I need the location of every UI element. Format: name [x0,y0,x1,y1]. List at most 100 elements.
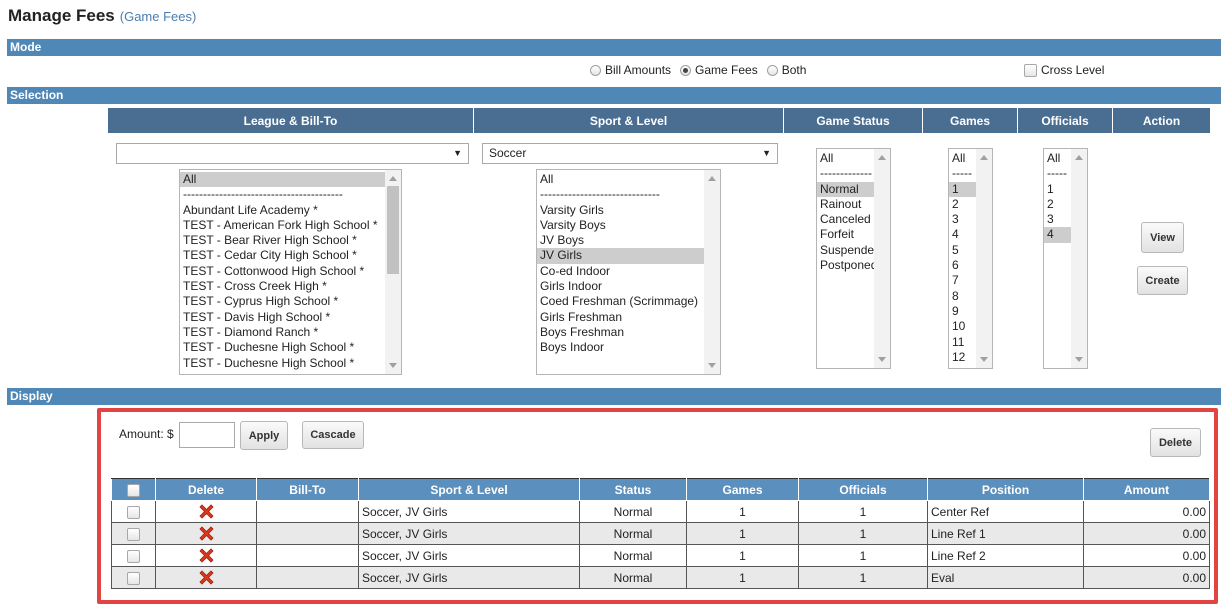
row-checkbox[interactable] [127,571,140,585]
cascade-button[interactable]: Cascade [302,421,364,449]
table-cell: 1 [686,544,799,567]
list-option[interactable]: ----- [952,166,972,181]
delete-button[interactable]: Delete [1150,428,1201,457]
list-option[interactable]: All [820,151,834,165]
league-listbox[interactable]: All -------------------------------------… [179,169,402,375]
radio-button[interactable] [766,64,778,76]
list-option[interactable]: JV Boys [540,233,585,248]
officials-listbox[interactable]: All ----- 1 2 3 4 [1043,148,1088,369]
dropdown-arrow: ▼ [762,148,771,158]
mode-option[interactable]: Bill Amounts [590,63,671,77]
list-option[interactable]: TEST - Cottonwood High School * [183,263,365,278]
list-option[interactable]: TEST - Cyprus High School * [183,294,339,309]
list-option[interactable]: 3 [952,212,959,227]
table-cell: Soccer, JV Girls [358,544,580,567]
list-option[interactable]: JV Girls [537,248,720,264]
list-option[interactable]: TEST - Diamond Ranch * [183,324,319,339]
table-row: Soccer, JV Girls Normal 1 1 Line Ref 1 0.00 [111,522,1210,545]
list-option[interactable]: Varsity Boys [540,217,606,232]
list-option[interactable]: TEST - Duchesne High School * [183,355,355,370]
checkbox[interactable] [1024,63,1037,77]
list-option[interactable]: 7 [952,273,959,288]
mode-option[interactable]: Game Fees [680,63,758,77]
radio-button[interactable] [590,64,601,76]
list-option[interactable]: 10 [952,319,966,334]
column-header: Action [1113,108,1210,133]
row-checkbox[interactable] [127,505,140,519]
list-option[interactable]: Suspended [820,242,881,257]
list-option[interactable]: Abundant Life Academy * [183,202,318,217]
list-option[interactable]: 8 [952,288,959,303]
list-option[interactable]: Boys Indoor [540,340,605,355]
list-option[interactable]: TEST - American Fork High School * [183,217,378,232]
select-all-checkbox[interactable] [127,483,140,497]
list-option[interactable]: 6 [952,258,959,273]
row-checkbox[interactable] [127,549,140,563]
list-option[interactable]: Varsity Girls [540,202,604,217]
row-checkbox[interactable] [127,527,140,541]
table-cell: 1 [686,500,799,523]
list-option[interactable]: 12 [952,349,966,364]
header-cell: Position [927,478,1084,501]
list-option[interactable]: Canceled [820,212,871,227]
table-row: Soccer, JV Girls Normal 1 1 Line Ref 2 0.00 [111,544,1210,567]
scroll-down [1075,357,1083,362]
delete-icon[interactable] [198,570,214,585]
list-option[interactable]: TEST - Bear River High School * [183,233,357,248]
list-option[interactable]: 5 [952,242,959,257]
bill-to-cell [256,566,359,589]
list-option[interactable]: Normal [817,181,890,197]
list-option[interactable]: TEST - Davis High School * [183,309,331,324]
list-option[interactable]: All [180,172,401,188]
list-option[interactable]: Coed Freshman (Scrimmage) [540,294,699,309]
table-cell: 0.00 [1083,500,1210,523]
list-option[interactable]: ------------------------------ [540,187,660,202]
radio-button[interactable] [680,64,692,76]
list-option[interactable]: All [1047,151,1061,165]
sport-dropdown[interactable]: Soccer ▼ [482,143,778,164]
column-header: Sport & Level [474,108,783,133]
delete-icon[interactable] [198,526,214,541]
list-option[interactable]: 3 [1047,212,1054,227]
list-option[interactable]: 2 [952,196,959,211]
league-dropdown[interactable]: ▼ [116,143,469,164]
cross-level[interactable]: Cross Level [1024,63,1104,77]
games-listbox[interactable]: All ----- 1 2 3 4 5 6 7 8 9 10 11 12 [948,148,993,369]
list-option[interactable]: Rainout [820,196,862,211]
list-option[interactable]: TEST - Cross Creek High * [183,279,327,294]
list-option[interactable]: TEST - Duchesne High School * [183,340,355,355]
create-button[interactable]: Create [1137,266,1188,295]
sport-listbox[interactable]: All ------------------------------ Varsity… [536,169,721,375]
list-option[interactable]: ----- [1047,166,1067,181]
list-option[interactable]: 4 [952,227,959,242]
status-listbox[interactable]: All ------------- Normal Rainout Canceled For… [816,148,891,369]
list-option[interactable]: All [540,172,554,186]
table-cell: 1 [686,522,799,545]
list-option[interactable]: 2 [1047,196,1054,211]
list-option[interactable]: Girls Indoor [540,279,603,294]
list-option[interactable]: Postponed [820,258,878,273]
delete-cell [155,500,257,523]
list-option[interactable]: 1 [1047,181,1054,196]
list-option[interactable]: 11 [952,334,965,349]
delete-icon[interactable] [198,504,214,519]
list-option[interactable]: ---------------------------------------- [183,187,343,202]
bill-to-cell [256,544,359,567]
list-option[interactable]: 9 [952,303,959,318]
delete-icon[interactable] [198,548,214,563]
mode-option[interactable]: Both [766,63,806,77]
list-option[interactable]: Girls Freshman [540,309,623,324]
list-option[interactable]: All [952,151,966,165]
list-option[interactable]: ------------- [820,166,872,181]
list-option[interactable]: Co-ed Indoor [540,263,611,278]
header-cell: Bill-To [256,478,359,501]
table-cell: Soccer, JV Girls [358,566,580,589]
list-option[interactable]: Boys Freshman [540,324,625,339]
fees-table: Delete Bill-To Sport & Level Status Games Off… [111,478,1210,589]
amount-input[interactable] [179,422,235,448]
list-option[interactable]: Forfeit [820,227,855,242]
apply-button[interactable]: Apply [240,421,288,450]
list-option[interactable]: TEST - Cedar City High School * [183,248,357,263]
page-header: Manage Fees (Game Fees) [8,6,196,26]
view-button[interactable]: View [1141,222,1184,253]
